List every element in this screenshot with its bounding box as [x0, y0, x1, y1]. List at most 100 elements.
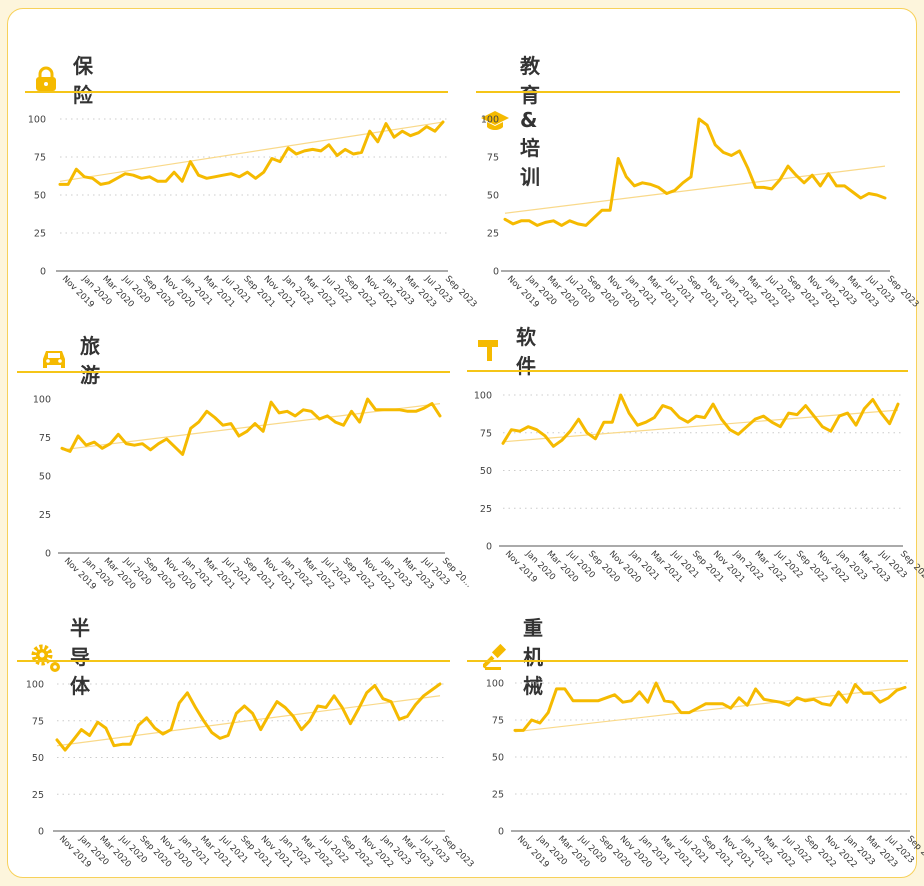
chart-title: 保险 [73, 54, 93, 107]
data-point [879, 701, 882, 704]
data-point [596, 699, 599, 702]
y-tick-label: 75 [487, 153, 499, 164]
data-point [646, 701, 649, 704]
series-line [58, 120, 445, 186]
y-tick-label: 25 [34, 229, 46, 240]
y-tick-label: 0 [498, 827, 504, 838]
y-tick-label: 75 [39, 433, 51, 444]
data-point [621, 701, 624, 704]
data-point [895, 689, 898, 692]
data-point [638, 690, 641, 693]
panel-header: 重机械 [481, 612, 543, 699]
data-point [679, 711, 682, 714]
header-divider [476, 91, 900, 93]
data-point [538, 721, 541, 724]
y-tick-label: 100 [33, 395, 51, 406]
y-tick-label: 50 [32, 753, 44, 764]
data-point [870, 692, 873, 695]
y-tick-label: 100 [26, 680, 44, 691]
data-point [738, 696, 741, 699]
y-tick-label: 100 [474, 391, 492, 402]
series-line [503, 117, 887, 227]
data-point [746, 704, 749, 707]
y-tick-label: 0 [40, 267, 46, 278]
hammer-icon [476, 337, 502, 363]
y-tick-label: 75 [480, 428, 492, 439]
panel-header: 软件 [476, 321, 536, 379]
data-point [854, 683, 857, 686]
data-point [613, 693, 616, 696]
header-divider [467, 370, 908, 372]
header-divider [25, 91, 448, 93]
data-point [713, 702, 716, 705]
data-point [696, 707, 699, 710]
graduation-cap-icon [480, 107, 509, 133]
panel-header: 保险 [33, 50, 93, 108]
lock-icon [33, 66, 59, 92]
chart-title: 旅游 [80, 334, 100, 387]
car-icon [40, 346, 66, 372]
data-point [862, 692, 865, 695]
panel-header: 半导体 [30, 612, 90, 699]
y-tick-label: 50 [487, 191, 499, 202]
y-tick-label: 25 [32, 790, 44, 801]
y-tick-label: 100 [28, 115, 46, 126]
data-point [796, 696, 799, 699]
data-point [721, 702, 724, 705]
header-divider [17, 371, 450, 373]
data-point [530, 719, 533, 722]
data-point [837, 690, 840, 693]
trend-line [504, 165, 886, 214]
trend-line [56, 695, 441, 747]
y-tick-label: 75 [492, 716, 504, 727]
panel-header: 教育&培训 [480, 50, 540, 190]
data-point [729, 707, 732, 710]
data-point [555, 687, 558, 690]
data-point [572, 699, 575, 702]
data-point [514, 729, 517, 732]
header-divider [17, 660, 450, 662]
trend-line [502, 409, 899, 443]
data-point [605, 696, 608, 699]
y-tick-label: 75 [34, 153, 46, 164]
data-point [655, 682, 658, 685]
y-tick-label: 25 [492, 790, 504, 801]
trend-line [514, 686, 906, 733]
trend-line [59, 121, 444, 182]
y-tick-label: 50 [480, 466, 492, 477]
data-point [563, 687, 566, 690]
data-point [779, 701, 782, 704]
y-tick-label: 0 [38, 827, 44, 838]
chart-title: 教育&培训 [520, 54, 540, 189]
y-tick-label: 100 [486, 679, 504, 690]
data-point [804, 699, 807, 702]
chart-title: 软件 [516, 325, 536, 378]
series-line [55, 682, 442, 752]
data-point [704, 702, 707, 705]
data-point [787, 704, 790, 707]
data-point [671, 701, 674, 704]
y-tick-label: 50 [492, 753, 504, 764]
data-point [771, 699, 774, 702]
y-tick-label: 0 [486, 542, 492, 553]
gavel-icon [481, 643, 509, 670]
header-divider [467, 660, 908, 662]
series-line [501, 393, 900, 448]
data-point [688, 711, 691, 714]
data-point [580, 699, 583, 702]
y-tick-label: 50 [34, 191, 46, 202]
data-point [821, 702, 824, 705]
y-tick-label: 100 [481, 115, 499, 126]
data-point [762, 698, 765, 701]
y-tick-label: 0 [493, 267, 499, 278]
data-point [588, 699, 591, 702]
data-point [522, 729, 525, 732]
chart-title: 重机械 [523, 616, 543, 698]
data-point [904, 686, 907, 689]
panel-header: 旅游 [40, 330, 100, 388]
